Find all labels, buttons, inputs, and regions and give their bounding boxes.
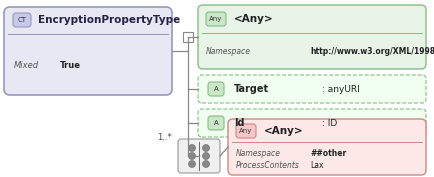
Text: <Any>: <Any> (234, 14, 273, 24)
FancyBboxPatch shape (198, 109, 426, 137)
FancyBboxPatch shape (13, 13, 31, 27)
FancyBboxPatch shape (208, 82, 224, 96)
Text: : ID: : ID (322, 118, 337, 127)
FancyBboxPatch shape (198, 75, 426, 103)
Text: Any: Any (209, 16, 223, 22)
Circle shape (203, 144, 210, 152)
FancyBboxPatch shape (206, 12, 226, 26)
FancyBboxPatch shape (236, 124, 256, 138)
Text: True: True (60, 61, 81, 70)
Bar (183, 32, 193, 42)
Text: <Any>: <Any> (264, 126, 304, 136)
Text: ProcessContents: ProcessContents (236, 161, 300, 170)
Text: A: A (214, 120, 218, 126)
Text: ##other: ##other (310, 149, 346, 158)
Circle shape (203, 153, 210, 159)
Text: 1..*: 1..* (157, 133, 172, 141)
Text: Id: Id (234, 118, 244, 128)
Text: : anyURI: : anyURI (322, 84, 360, 93)
FancyBboxPatch shape (4, 7, 172, 95)
Text: CT: CT (17, 17, 26, 23)
FancyBboxPatch shape (208, 116, 224, 130)
Text: http://www.w3.org/XML/1998/namespace: http://www.w3.org/XML/1998/namespace (310, 47, 434, 56)
Circle shape (188, 153, 195, 159)
Text: Any: Any (239, 128, 253, 134)
Text: Lax: Lax (310, 161, 323, 170)
Text: EncryptionPropertyType: EncryptionPropertyType (38, 15, 180, 25)
Text: Target: Target (234, 84, 269, 94)
Text: Namespace: Namespace (236, 149, 281, 158)
Circle shape (188, 144, 195, 152)
FancyBboxPatch shape (198, 5, 426, 69)
FancyBboxPatch shape (228, 119, 426, 175)
Text: A: A (214, 86, 218, 92)
Text: Namespace: Namespace (206, 47, 251, 56)
Text: Mixed: Mixed (14, 61, 39, 70)
Circle shape (203, 161, 210, 167)
Circle shape (188, 161, 195, 167)
FancyBboxPatch shape (178, 139, 220, 173)
